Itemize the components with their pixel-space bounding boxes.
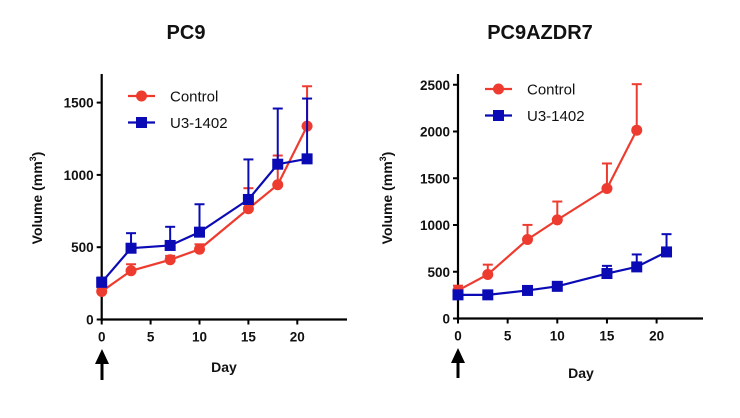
- y-tick-label: 500: [71, 240, 94, 255]
- chart-title: PC9: [167, 22, 206, 44]
- data-point: [96, 276, 108, 288]
- y-tick-label: 1500: [64, 96, 94, 111]
- x-tick-label: 10: [192, 330, 207, 345]
- data-point: [482, 268, 494, 280]
- legend-item: Control: [128, 89, 218, 106]
- data-point: [96, 285, 108, 297]
- legend-label: Control: [170, 89, 218, 106]
- data-point: [631, 124, 643, 136]
- legend-marker-circle-icon: [136, 90, 147, 102]
- legend-marker-circle-icon: [493, 83, 504, 95]
- y-axis-label: Volume (mm3): [378, 152, 395, 245]
- data-point: [242, 203, 254, 215]
- series-control: [96, 85, 313, 297]
- legend: Control U3-1402: [128, 89, 228, 132]
- y-tick-label: 1500: [420, 171, 450, 186]
- data-point: [551, 214, 563, 226]
- y-axis-label-sup: 3: [28, 156, 38, 161]
- x-tick-label: 20: [290, 330, 305, 345]
- chart-pc9: PC9 Volume (mm3) Day 0 500 1000 1500 0 5 10 15 2…: [28, 22, 347, 380]
- data-point: [661, 246, 673, 258]
- y-axis-label-end: ): [379, 152, 395, 157]
- legend-marker-square-icon: [493, 110, 504, 121]
- y-axis-label: Volume (mm3): [28, 152, 45, 245]
- legend-marker-square-icon: [136, 117, 147, 128]
- x-tick-label: 5: [147, 330, 155, 345]
- data-point: [125, 265, 137, 277]
- y-tick-label: 2000: [420, 125, 450, 140]
- legend-item: U3-1402: [485, 108, 585, 125]
- x-axis-label: Day: [211, 359, 237, 375]
- data-point: [301, 153, 313, 165]
- x-tick-label: 0: [454, 329, 462, 344]
- x-tick-label: 5: [504, 329, 512, 344]
- data-point: [601, 183, 613, 195]
- legend-label: U3-1402: [170, 115, 228, 132]
- y-tick-label: 1000: [64, 168, 94, 183]
- x-tick-label: 10: [550, 329, 565, 344]
- y-axis-label-sup: 3: [378, 156, 388, 161]
- data-point: [194, 226, 205, 238]
- treatment-arrow-icon: [95, 349, 109, 380]
- data-point: [522, 284, 534, 296]
- x-axis-label: Day: [568, 365, 594, 381]
- series-u3-1402: [96, 97, 313, 288]
- series-control: [452, 83, 643, 296]
- x-tick-label: 0: [98, 330, 106, 345]
- data-point: [522, 233, 534, 245]
- y-tick-label: 0: [86, 313, 94, 328]
- y-tick-label: 500: [427, 265, 450, 280]
- y-axis-label-base: Volume (mm: [379, 161, 395, 244]
- data-point: [482, 289, 494, 301]
- legend: Control U3-1402: [485, 82, 585, 125]
- series-line: [457, 129, 638, 292]
- data-point: [272, 158, 284, 170]
- data-point: [242, 193, 254, 205]
- data-point: [551, 280, 563, 292]
- data-point: [601, 268, 613, 280]
- data-point: [125, 242, 137, 254]
- data-point: [272, 179, 284, 191]
- chart-pc9azdr7: PC9AZDR7 Volume (mm3) Day 0 500 1000 1500 20…: [378, 22, 703, 381]
- x-tick-label: 15: [599, 329, 615, 344]
- data-point: [164, 239, 176, 251]
- data-point: [164, 254, 176, 266]
- axes: 0 500 1000 1500 2000 2500 0 5 10 15 20: [420, 74, 703, 344]
- chart-title: PC9AZDR7: [487, 22, 593, 44]
- y-axis-label-end: ): [29, 152, 45, 157]
- y-tick-label: 0: [442, 312, 450, 327]
- legend-label: Control: [527, 82, 575, 99]
- data-point: [631, 261, 643, 273]
- data-point: [452, 289, 464, 301]
- plot-marks: [452, 83, 673, 301]
- legend-label: U3-1402: [527, 108, 585, 125]
- legend-item: Control: [485, 82, 575, 99]
- treatment-arrow-icon: [451, 348, 465, 378]
- y-axis-label-base: Volume (mm: [29, 161, 45, 244]
- plot-marks: [96, 85, 313, 297]
- x-tick-label: 20: [649, 329, 664, 344]
- x-tick-label: 15: [241, 330, 257, 345]
- legend-item: U3-1402: [128, 115, 228, 132]
- data-point: [194, 243, 205, 255]
- series-u3-1402: [452, 233, 673, 301]
- y-tick-label: 1000: [420, 218, 450, 233]
- y-tick-label: 2500: [420, 78, 450, 93]
